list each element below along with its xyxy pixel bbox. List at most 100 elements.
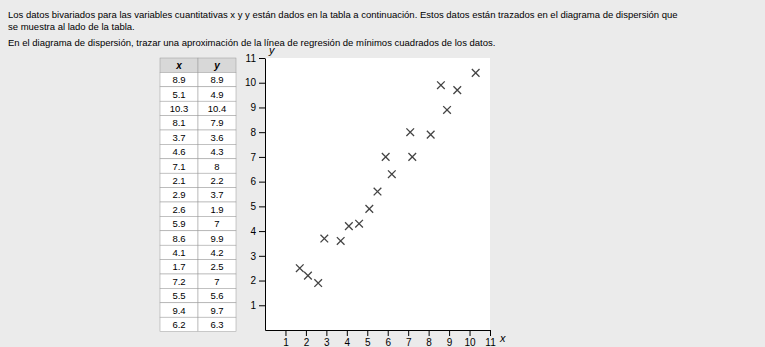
tick: 4 [345, 330, 351, 347]
tick: 3 [250, 251, 265, 262]
table-cell [198, 130, 236, 144]
table-cell [198, 245, 236, 259]
y-axis-label: y [268, 44, 276, 56]
table-value: 5.5 [172, 290, 185, 301]
tick-label: 6 [385, 337, 391, 347]
table-value: 7.1 [172, 161, 185, 172]
points [296, 69, 480, 287]
point [443, 106, 451, 114]
tick-mark [259, 281, 265, 282]
tick-label: 9 [447, 337, 453, 347]
subtitle: En el diagrama de dispersión, trazar una… [8, 37, 495, 48]
table-cell [160, 245, 198, 259]
tick-label: 9 [250, 102, 256, 113]
tick-mark [259, 206, 265, 207]
table-value: 5.1 [172, 89, 185, 100]
table-cell [160, 144, 198, 158]
table-cell [160, 87, 198, 101]
tick: 7 [250, 152, 265, 163]
tick-mark [306, 330, 307, 336]
tick-mark [347, 330, 348, 336]
point [304, 272, 312, 280]
tick-label: 7 [406, 337, 412, 347]
point [365, 205, 373, 213]
table-value: 4.6 [172, 146, 185, 157]
table-value: 7 [214, 218, 219, 229]
table-cell [198, 202, 236, 216]
table-cell [160, 288, 198, 302]
title: Los datos bivariados para las variables … [8, 9, 678, 32]
tick-mark [470, 330, 471, 336]
table-cell [198, 274, 236, 288]
table-value: 8.9 [172, 74, 185, 85]
tick: 5 [365, 330, 371, 347]
tick-label: 5 [250, 201, 256, 212]
table-header-cell [198, 58, 236, 72]
tick-label: 4 [250, 226, 256, 237]
table-value: 9.7 [210, 305, 223, 316]
tick: 1 [250, 300, 265, 311]
table-value: 4.9 [210, 89, 223, 100]
x-axis-label: x [499, 332, 506, 344]
table-cell [160, 202, 198, 216]
point [374, 188, 382, 196]
table-value: 9.9 [210, 233, 223, 244]
table-value: 10.3 [170, 103, 189, 114]
tick-label: 5 [365, 337, 371, 347]
table-cell [198, 87, 236, 101]
axis-line [265, 59, 266, 331]
tick-mark [449, 330, 450, 336]
table-header: y [213, 60, 220, 71]
tick-label: 8 [426, 337, 432, 347]
point [472, 69, 480, 77]
tick-label: 11 [246, 53, 257, 64]
tick: 4 [250, 226, 265, 237]
axis-line [266, 330, 491, 331]
tick: 9 [447, 330, 453, 347]
tick: 2 [250, 275, 265, 286]
table: xy8.98.95.14.910.310.48.17.93.73.64.64.3… [160, 58, 236, 332]
tick: 8 [250, 127, 265, 138]
tick: 7 [406, 330, 412, 347]
tick-mark [259, 83, 265, 84]
table-value: 3.7 [210, 189, 223, 200]
table-value: 2.2 [210, 175, 223, 186]
table-value: 7 [214, 276, 219, 287]
table-value: 4.2 [210, 247, 223, 258]
tick: 11 [485, 330, 496, 347]
tick-label: 3 [324, 337, 330, 347]
title-line: se muestra al lado de la tabla. [8, 21, 135, 32]
point [345, 222, 353, 230]
tick-mark [259, 132, 265, 133]
table-cell [160, 188, 198, 202]
tick: 6 [385, 330, 391, 347]
table-header-cell [160, 58, 198, 72]
tick: 11 [246, 53, 265, 64]
table-cell [198, 72, 236, 86]
tick-label: 10 [245, 77, 257, 88]
tick-label: 1 [283, 337, 289, 347]
tick-mark [326, 330, 327, 336]
background [0, 0, 765, 347]
table-value: 8 [214, 161, 219, 172]
table-cell [198, 260, 236, 274]
tick-mark [259, 107, 265, 108]
table-value: 2.6 [172, 204, 185, 215]
table-cell [160, 130, 198, 144]
point [320, 235, 328, 243]
tick-label: 2 [304, 337, 310, 347]
tick-mark [259, 58, 265, 59]
table-value: 9.4 [172, 305, 185, 316]
tick-mark [259, 256, 265, 257]
tick-mark [259, 182, 265, 183]
table-value: 1.9 [210, 204, 223, 215]
table-value: 4.3 [210, 146, 223, 157]
table-cell [160, 303, 198, 317]
tick: 1 [283, 330, 289, 347]
tick-mark [367, 330, 368, 336]
tick-mark [259, 231, 265, 232]
tick-mark [408, 330, 409, 336]
table-value: 6.2 [172, 319, 185, 330]
point [437, 81, 445, 89]
table-value: 1.7 [172, 261, 185, 272]
